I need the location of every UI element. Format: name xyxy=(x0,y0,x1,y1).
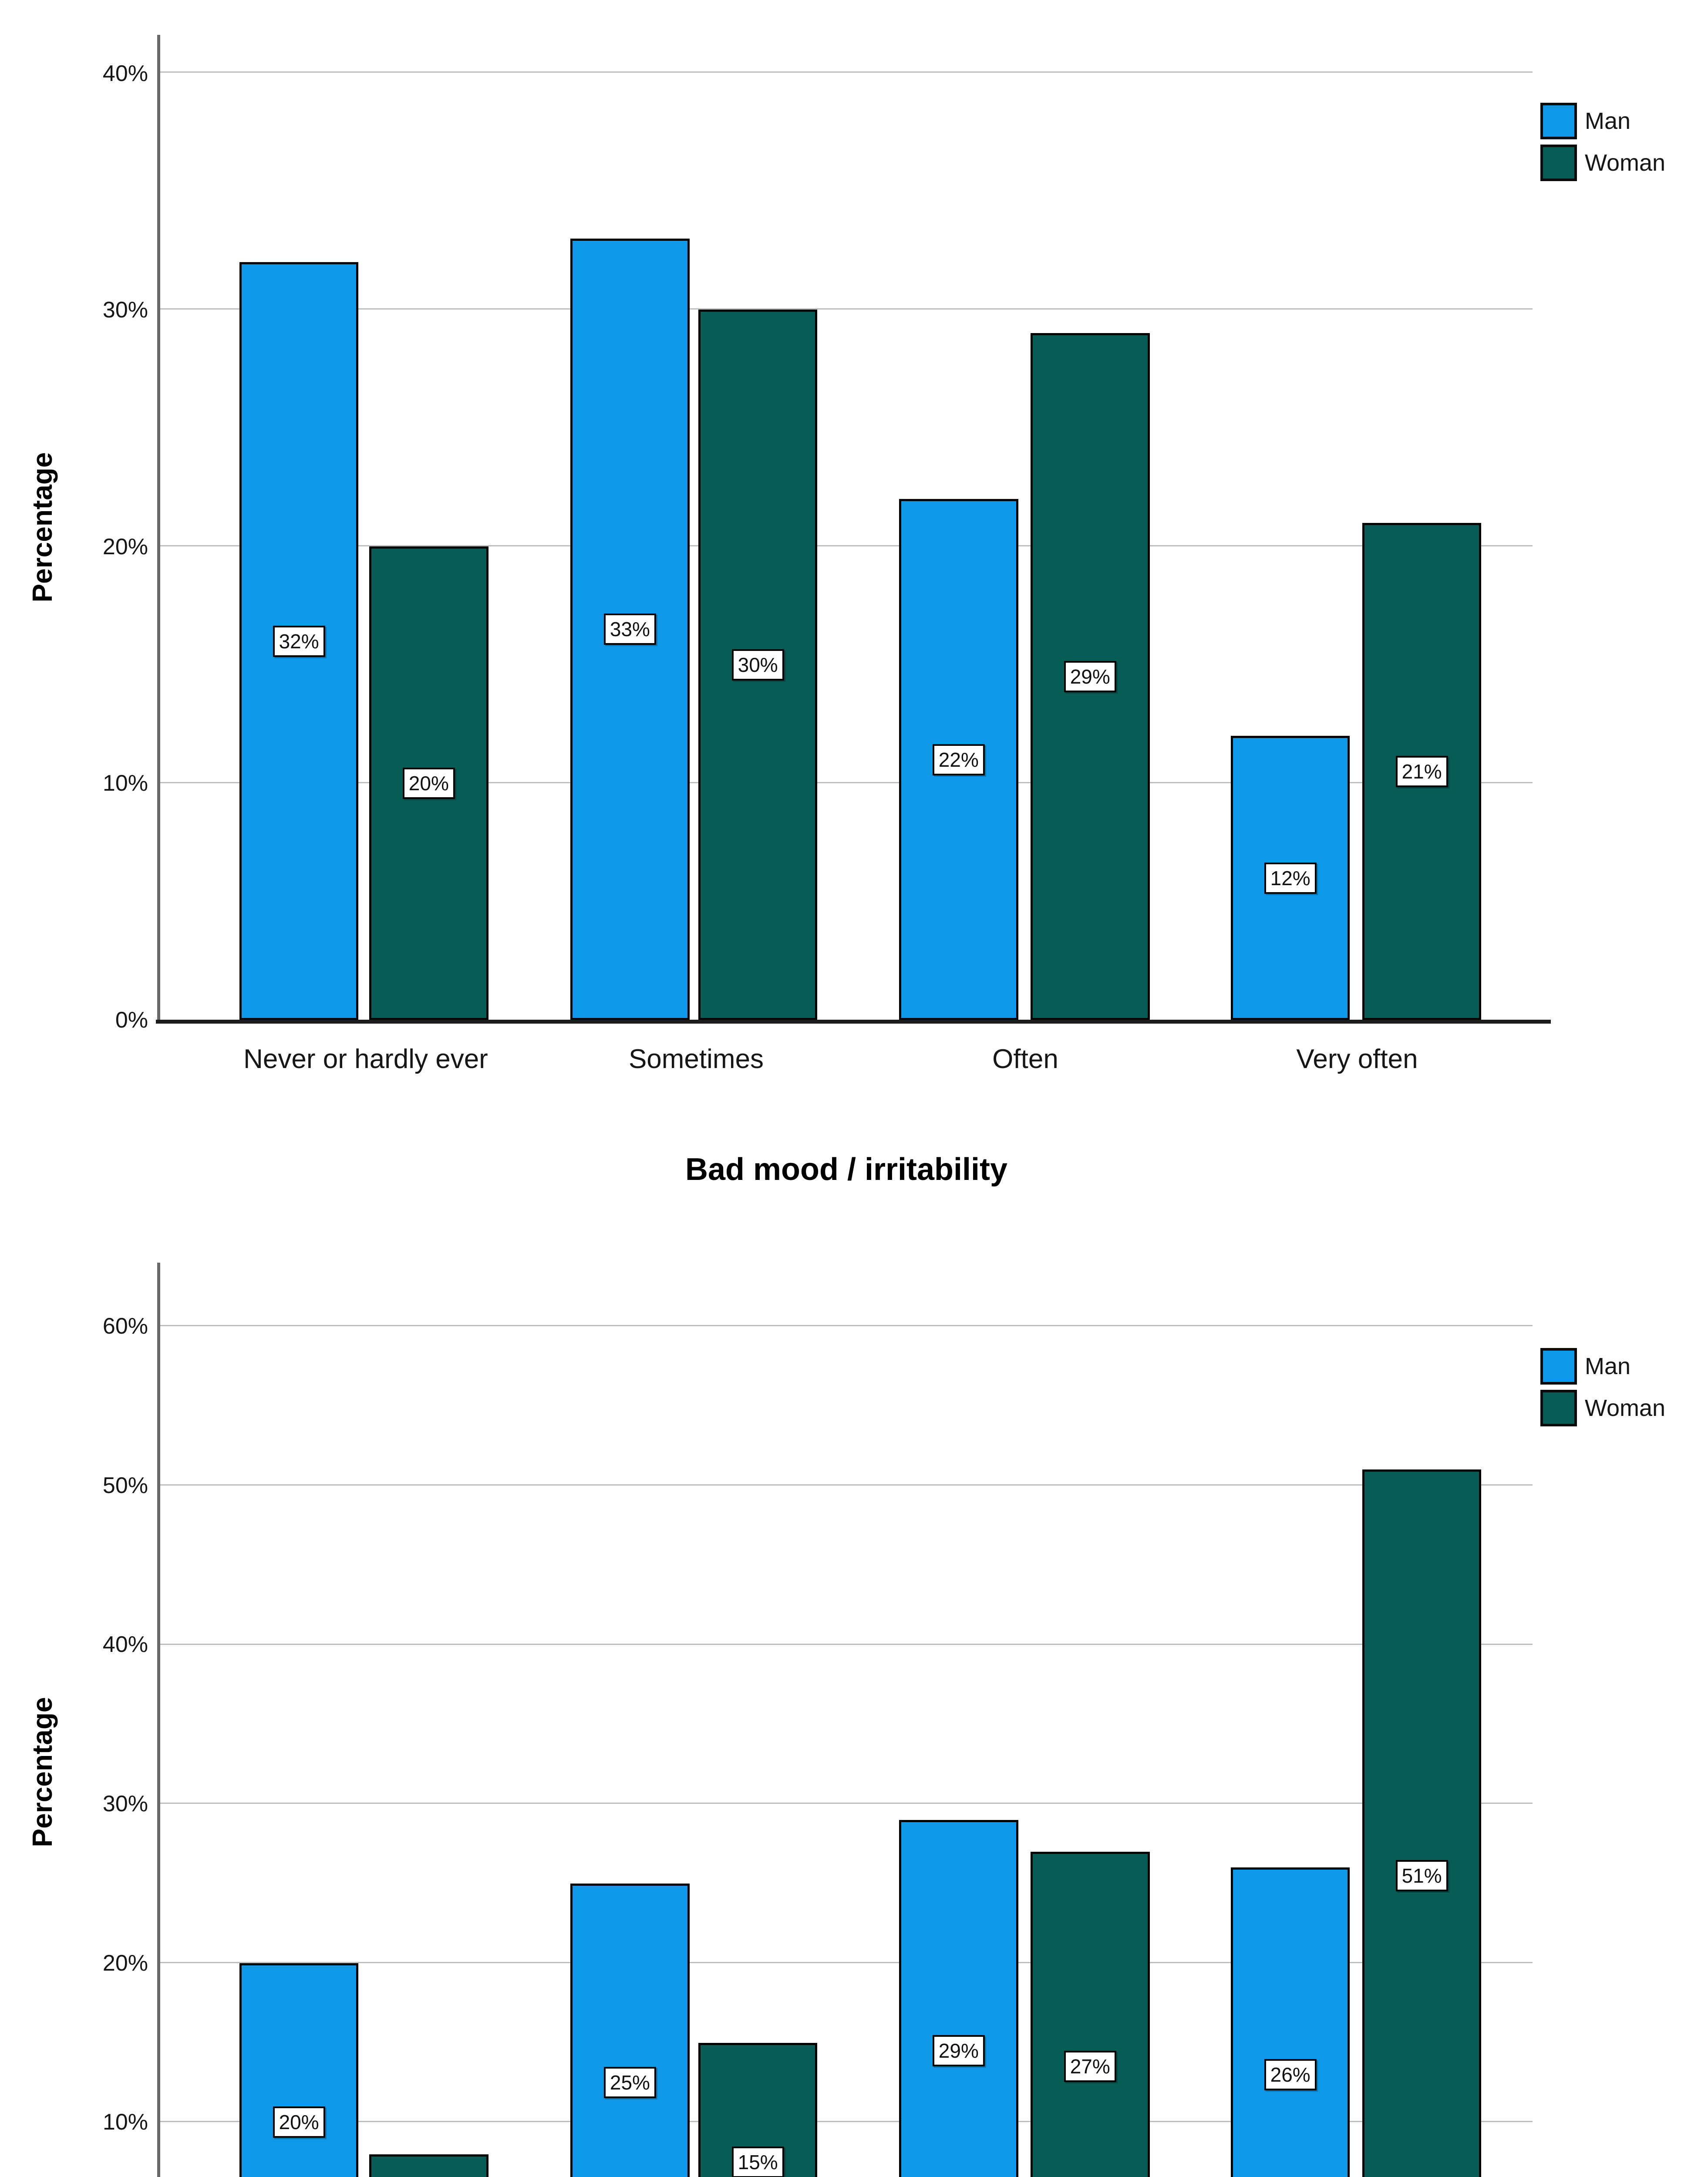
y-tick-label: 10% xyxy=(102,771,148,796)
x-category-label: Never or hardly ever xyxy=(243,1044,488,1074)
y-tick-label: 60% xyxy=(102,1314,148,1339)
gridline xyxy=(160,1961,1533,1963)
bar-woman-never: 20% xyxy=(369,546,488,1020)
bar-woman-often: 29% xyxy=(1030,333,1150,1020)
y-axis-title: Percentage xyxy=(27,452,58,603)
bar-man-sometimes: 25% xyxy=(570,1883,690,2177)
gridline xyxy=(160,71,1533,73)
y-axis-line xyxy=(157,35,160,1024)
x-category-label: Very often xyxy=(1296,1044,1418,1074)
legend-label: Man xyxy=(1585,1353,1631,1379)
man-color-swatch xyxy=(1540,103,1577,139)
y-tick-label: 50% xyxy=(102,1473,148,1498)
value-label: 21% xyxy=(1395,755,1448,787)
bar-woman-sometimes: 15% xyxy=(698,2042,818,2177)
x-category-label: Sometimes xyxy=(628,1044,764,1074)
man-color-swatch xyxy=(1540,1348,1577,1385)
bar-man-often: 22% xyxy=(899,499,1018,1020)
bad-mood-plot-area: 32% 20% 33% 30% 22% 29% 12% 21% xyxy=(156,35,1551,1024)
bar-man-very-often: 26% xyxy=(1230,1867,1350,2177)
y-tick-label: 30% xyxy=(102,297,148,323)
y-tick-label: 0% xyxy=(115,1008,148,1033)
bar-woman-very-often: 51% xyxy=(1362,1469,1482,2177)
gridline xyxy=(160,2121,1533,2123)
value-label: 29% xyxy=(932,2035,985,2066)
bar-man-very-often: 12% xyxy=(1230,736,1350,1020)
bar-woman-very-often: 21% xyxy=(1362,522,1482,1020)
x-category-label: Often xyxy=(992,1044,1058,1074)
bar-man-sometimes: 33% xyxy=(570,238,690,1020)
y-tick-label: 20% xyxy=(102,534,148,559)
value-label: 20% xyxy=(273,2106,325,2138)
woman-color-swatch xyxy=(1540,145,1577,181)
value-label: 15% xyxy=(731,2146,784,2177)
legend-item-woman: Woman xyxy=(1540,1390,1706,1426)
gridline xyxy=(160,1803,1533,1804)
y-axis-title: Percentage xyxy=(27,1697,58,1847)
legend: Man Woman xyxy=(1540,103,1706,186)
value-label: 20% xyxy=(402,768,455,799)
woman-color-swatch xyxy=(1540,1390,1577,1426)
bar-man-never: 20% xyxy=(239,1963,359,2177)
value-label: 26% xyxy=(1264,2059,1317,2090)
bar-woman-often: 27% xyxy=(1030,1851,1150,2177)
value-label: 22% xyxy=(932,744,985,775)
bar-woman-sometimes: 30% xyxy=(698,310,818,1020)
legend-label: Man xyxy=(1585,108,1631,134)
value-label: 51% xyxy=(1395,1860,1448,1891)
legend-item-woman: Woman xyxy=(1540,145,1706,181)
legend: Man Woman xyxy=(1540,1348,1706,1432)
bad-mood-axis-title: Bad mood / irritability xyxy=(685,1152,1008,1187)
gridline xyxy=(160,1643,1533,1645)
value-label: 32% xyxy=(273,625,325,657)
bar-woman-never: 8% xyxy=(369,2154,488,2177)
gridline xyxy=(160,1325,1533,1327)
bar-man-never: 32% xyxy=(239,262,359,1020)
legend-label: Woman xyxy=(1585,150,1666,176)
legend-item-man: Man xyxy=(1540,103,1706,139)
x-axis-line xyxy=(156,1020,1551,1024)
gridline xyxy=(160,545,1533,546)
value-label: 27% xyxy=(1064,2051,1116,2083)
value-label: 33% xyxy=(603,613,656,645)
y-tick-label: 40% xyxy=(102,61,148,86)
legend-label: Woman xyxy=(1585,1395,1666,1421)
y-axis-line xyxy=(157,1263,160,2177)
value-label: 30% xyxy=(731,649,784,681)
value-label: 12% xyxy=(1264,862,1317,894)
legend-item-man: Man xyxy=(1540,1348,1706,1385)
y-tick-label: 10% xyxy=(102,2110,148,2135)
y-tick-label: 30% xyxy=(102,1791,148,1816)
y-tick-label: 40% xyxy=(102,1632,148,1657)
value-label: 25% xyxy=(603,2066,656,2098)
gridline xyxy=(160,782,1533,783)
gridline xyxy=(160,308,1533,310)
value-label: 29% xyxy=(1064,661,1116,693)
anxiety-plot-area: 20% 8% 25% 15% 29% 27% 26% 51% xyxy=(157,1263,1533,2177)
gridline xyxy=(160,1484,1533,1486)
y-tick-label: 20% xyxy=(102,1951,148,1976)
bar-man-often: 29% xyxy=(899,1820,1018,2177)
